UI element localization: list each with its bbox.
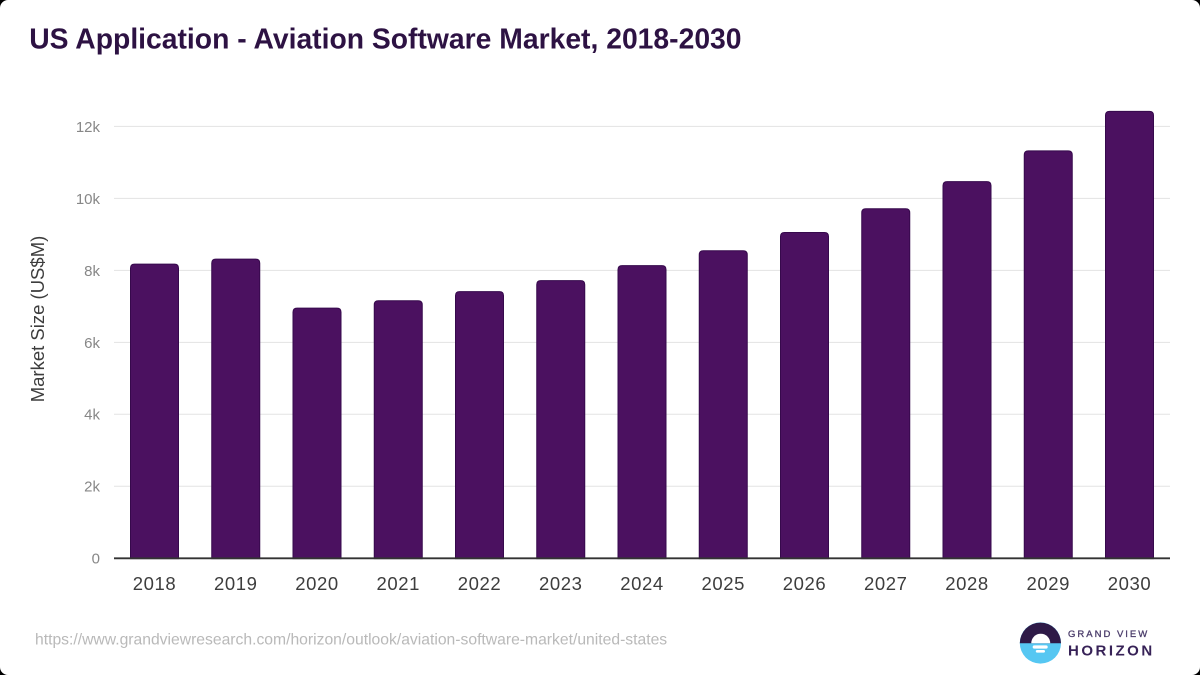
- svg-text:2018: 2018: [133, 573, 177, 594]
- svg-text:12k: 12k: [76, 119, 101, 136]
- svg-text:6k: 6k: [84, 335, 100, 352]
- svg-text:Market Size (US$M): Market Size (US$M): [27, 236, 48, 403]
- svg-text:https://www.grandviewresearch.: https://www.grandviewresearch.com/horizo…: [35, 632, 667, 649]
- svg-text:2025: 2025: [701, 573, 745, 594]
- svg-text:2026: 2026: [783, 573, 827, 594]
- svg-text:0: 0: [92, 551, 100, 568]
- svg-text:2022: 2022: [458, 573, 502, 594]
- svg-text:US Application - Aviation Soft: US Application - Aviation Software Marke…: [29, 23, 741, 55]
- svg-text:2k: 2k: [84, 479, 100, 496]
- svg-text:2020: 2020: [295, 573, 339, 594]
- svg-text:2023: 2023: [539, 573, 583, 594]
- svg-text:8k: 8k: [84, 263, 100, 280]
- svg-text:2024: 2024: [620, 573, 664, 594]
- svg-text:2019: 2019: [214, 573, 258, 594]
- svg-text:10k: 10k: [76, 191, 101, 208]
- svg-text:2030: 2030: [1108, 573, 1152, 594]
- svg-text:2028: 2028: [945, 573, 989, 594]
- svg-text:2027: 2027: [864, 573, 908, 594]
- svg-text:2021: 2021: [376, 573, 420, 594]
- svg-text:GRAND VIEW: GRAND VIEW: [1068, 629, 1149, 640]
- svg-text:2029: 2029: [1026, 573, 1070, 594]
- svg-text:4k: 4k: [84, 407, 100, 424]
- svg-text:HORIZON: HORIZON: [1068, 643, 1155, 660]
